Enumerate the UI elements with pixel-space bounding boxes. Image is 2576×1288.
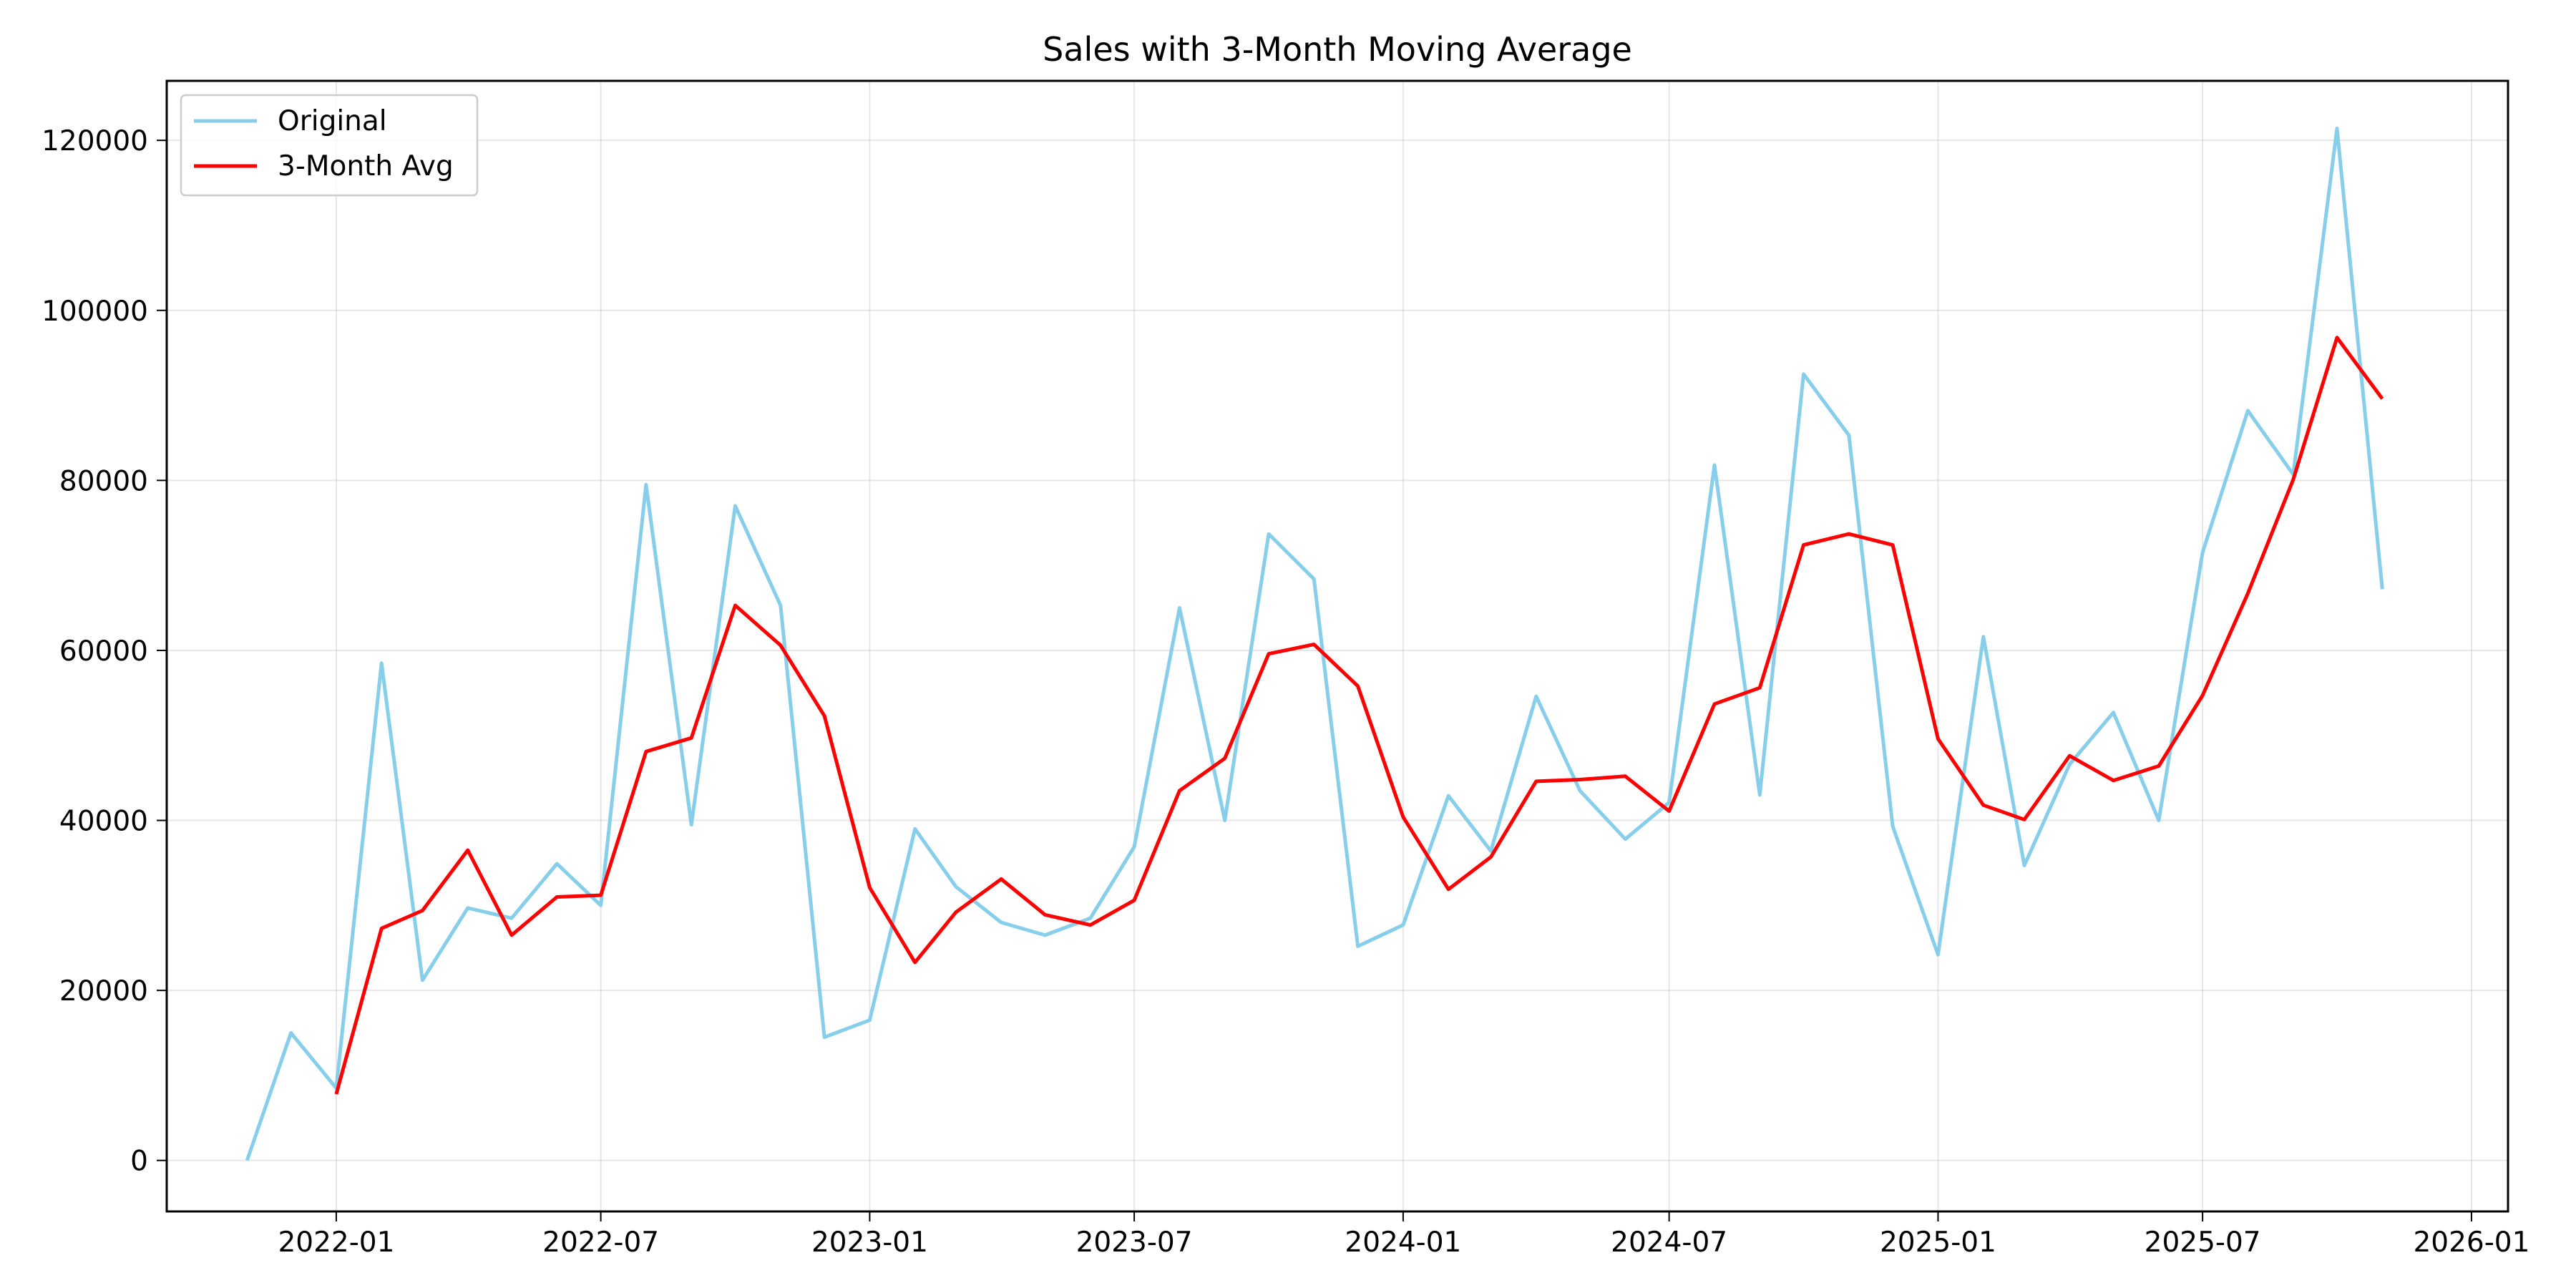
chart-title: Sales with 3-Month Moving Average: [1043, 30, 1632, 69]
x-tick-label: 2022-07: [542, 1226, 659, 1259]
legend: Original 3-Month Avg: [180, 94, 479, 197]
series-layer: [245, 127, 2384, 1161]
y-tick-label: 40000: [59, 806, 148, 838]
legend-label-original: Original: [278, 105, 387, 137]
x-tick-label: 2022-01: [278, 1226, 394, 1259]
y-tick-label: 0: [130, 1146, 148, 1178]
y-tick-label: 60000: [59, 635, 148, 668]
y-tick-label: 20000: [59, 975, 148, 1008]
tick-layer: 2022-01 2022-07 2023-01 2023-07 2024-01 2024-…: [42, 125, 2529, 1259]
x-tick-label: 2024-01: [1345, 1226, 1461, 1259]
legend-label-moving-average: 3-Month Avg: [278, 150, 454, 182]
x-tick-label: 2025-07: [2145, 1226, 2261, 1259]
grid-layer: [167, 81, 2508, 1211]
series-line-3-month-avg: [334, 336, 2384, 1095]
y-tick-label: 120000: [42, 125, 148, 157]
x-tick-label: 2024-07: [1611, 1226, 1727, 1259]
x-tick-label: 2023-01: [811, 1226, 928, 1259]
series-line-original: [245, 127, 2384, 1161]
x-tick-label: 2023-07: [1076, 1226, 1193, 1259]
plot-frame: [165, 79, 2509, 1213]
y-tick-label: 80000: [59, 465, 148, 497]
x-tick-label: 2025-01: [1880, 1226, 1996, 1259]
x-tick-label: 2026-01: [2413, 1226, 2529, 1259]
y-tick-label: 100000: [42, 296, 148, 328]
